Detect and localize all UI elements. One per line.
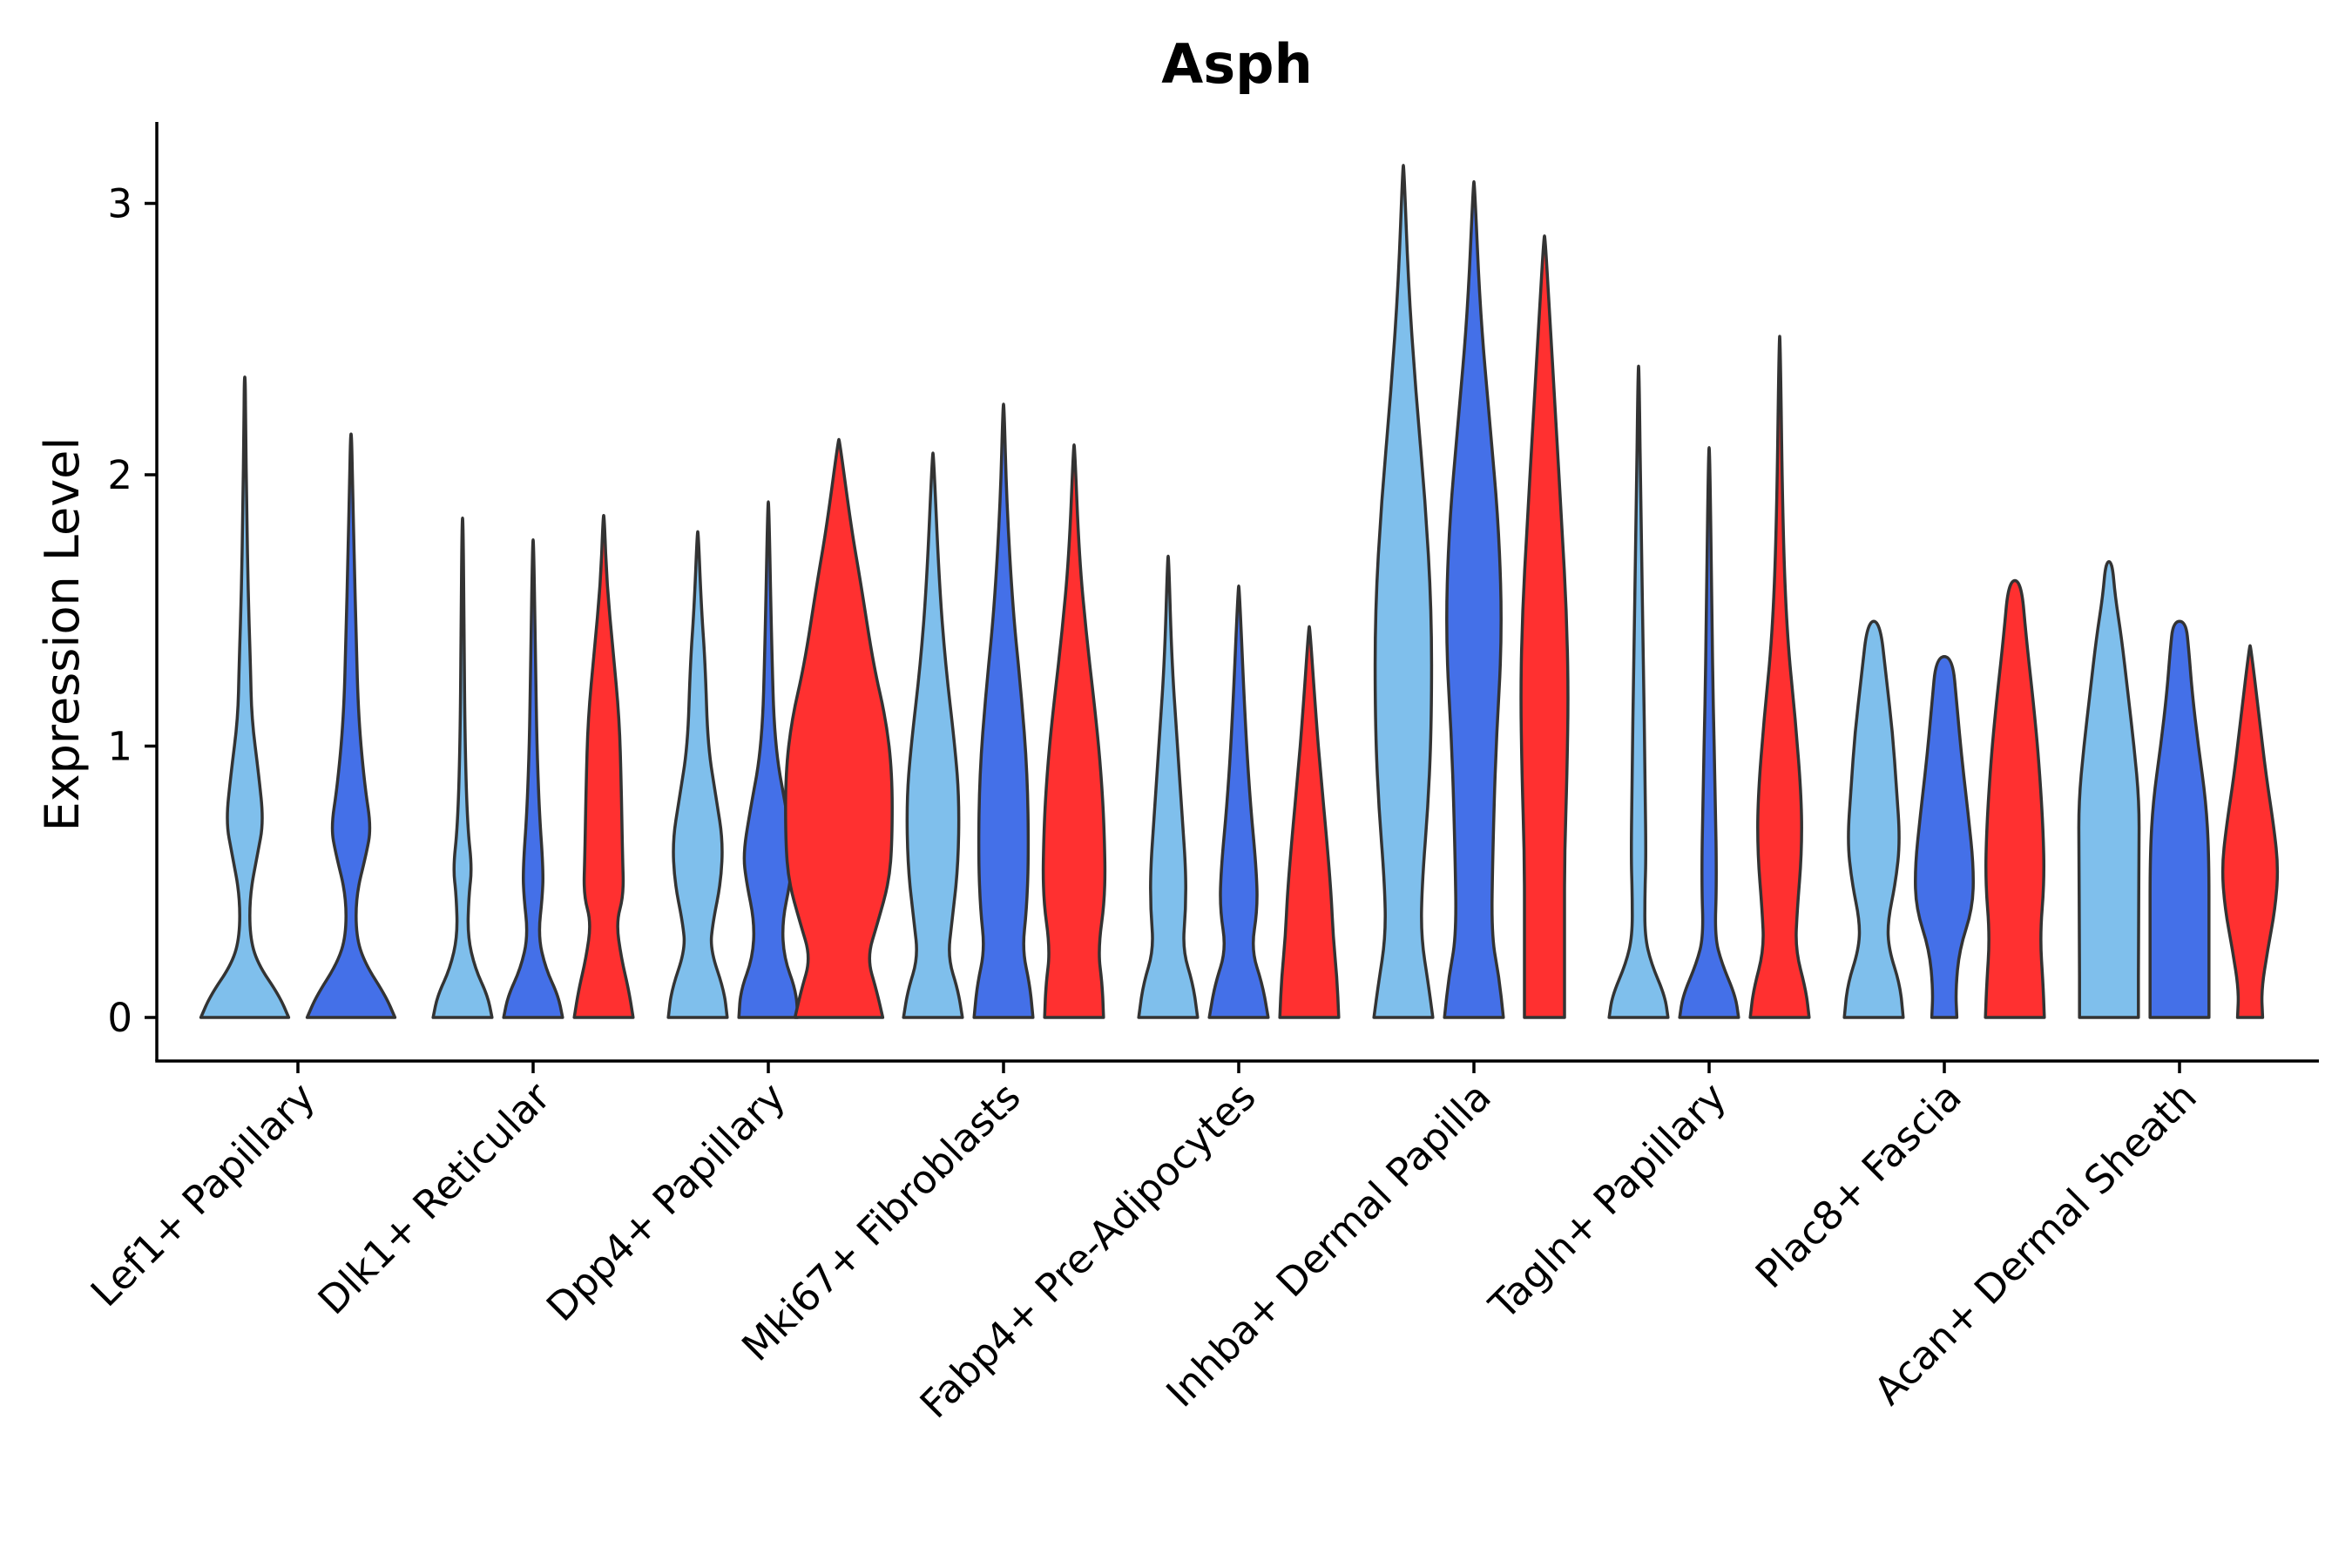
violin-4-group-1 bbox=[1137, 554, 1200, 1019]
x-tick-label: Lef1+ Papillary bbox=[82, 1073, 324, 1315]
violin-3-group-1 bbox=[902, 451, 964, 1019]
violin-8-group-1 bbox=[2077, 559, 2141, 1019]
x-tick-label: Dpp4+ Papillary bbox=[537, 1073, 794, 1330]
violin-2-group-2 bbox=[737, 500, 800, 1019]
violin-1-group-1 bbox=[431, 517, 494, 1019]
y-tick-label: 1 bbox=[107, 724, 132, 770]
y-tick-label: 2 bbox=[107, 452, 132, 498]
y-tick-label: 0 bbox=[107, 995, 132, 1041]
violin-4-group-3 bbox=[1278, 625, 1341, 1019]
y-tick-label: 3 bbox=[107, 181, 132, 227]
violin-3-group-3 bbox=[1041, 443, 1107, 1019]
violin-5-group-3 bbox=[1519, 234, 1570, 1019]
violin-8-group-2 bbox=[2148, 619, 2211, 1019]
violin-5-group-1 bbox=[1372, 164, 1435, 1019]
violin-1-group-3 bbox=[572, 513, 635, 1019]
y-axis-label: Expression Level bbox=[35, 437, 90, 832]
violin-0-group-2 bbox=[305, 432, 397, 1019]
x-tick-label: Dlk1+ Reticular bbox=[309, 1073, 559, 1323]
violin-2-group-1 bbox=[666, 530, 729, 1019]
y-axis-ticks: 0 1 2 3 bbox=[107, 181, 157, 1041]
chart-title: Asph bbox=[1161, 32, 1312, 96]
violin-5-group-2 bbox=[1443, 179, 1505, 1019]
x-tick-label: Plac8+ Fascia bbox=[1747, 1073, 1970, 1297]
violin-7-group-2 bbox=[1914, 654, 1975, 1019]
violin-plot-area bbox=[199, 164, 2280, 1019]
violin-0-group-1 bbox=[199, 375, 291, 1019]
violin-3-group-2 bbox=[972, 402, 1035, 1019]
violin-6-group-1 bbox=[1607, 364, 1670, 1019]
violin-2-group-3 bbox=[784, 437, 894, 1019]
violin-7-group-1 bbox=[1842, 619, 1905, 1019]
violin-7-group-3 bbox=[1984, 578, 2046, 1019]
violin-1-group-2 bbox=[502, 538, 564, 1019]
violin-8-group-3 bbox=[2220, 644, 2280, 1019]
violin-6-group-2 bbox=[1678, 446, 1740, 1019]
violin-6-group-3 bbox=[1748, 335, 1811, 1019]
violin-4-group-2 bbox=[1207, 584, 1270, 1019]
x-tick-label: Tagln+ Papillary bbox=[1480, 1073, 1735, 1328]
